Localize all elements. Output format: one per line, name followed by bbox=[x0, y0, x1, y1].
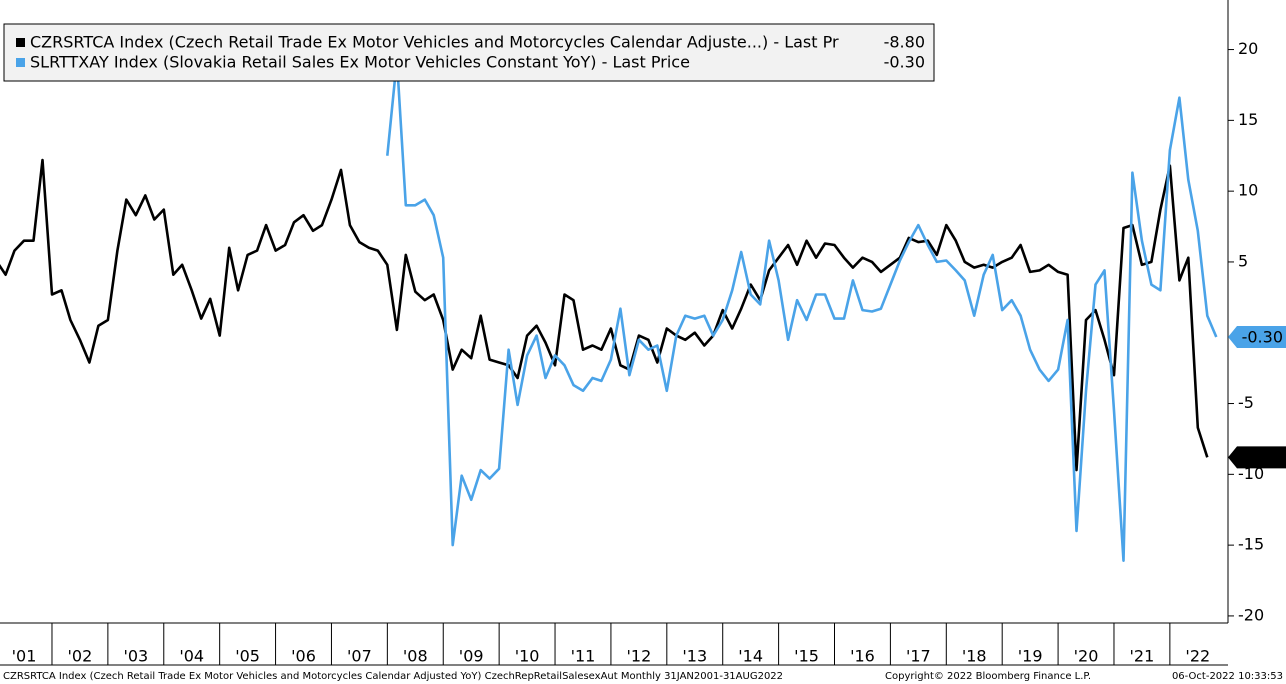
x-tick-label: '09 bbox=[459, 647, 484, 666]
legend-label: CZRSRTCA Index (Czech Retail Trade Ex Mo… bbox=[30, 33, 839, 52]
x-tick-label: '15 bbox=[794, 647, 819, 666]
y-tick-label: -15 bbox=[1238, 535, 1264, 554]
x-tick-label: '02 bbox=[68, 647, 93, 666]
x-tick-label: '14 bbox=[738, 647, 763, 666]
x-tick-label: '01 bbox=[12, 647, 37, 666]
legend-last-value: -8.80 bbox=[884, 33, 925, 52]
y-tick-label: -20 bbox=[1238, 605, 1264, 624]
footer-description: CZRSRTCA Index (Czech Retail Trade Ex Mo… bbox=[3, 671, 783, 682]
x-tick-label: '17 bbox=[906, 647, 931, 666]
last-value-label: -8.80 bbox=[1242, 448, 1283, 467]
y-tick-label: -5 bbox=[1238, 393, 1254, 412]
line-series bbox=[0, 158, 1209, 472]
x-tick-label: '10 bbox=[515, 647, 540, 666]
footer-timestamp: 06-Oct-2022 10:33:53 bbox=[1172, 671, 1283, 682]
last-value-tag bbox=[1228, 325, 1286, 348]
x-tick-label: '19 bbox=[1018, 647, 1043, 666]
x-tick-label: '11 bbox=[571, 647, 596, 666]
legend-swatch bbox=[16, 58, 25, 67]
x-tick-label: '12 bbox=[626, 647, 651, 666]
y-tick-label: 20 bbox=[1238, 39, 1258, 58]
legend-swatch bbox=[16, 38, 25, 47]
legend-label: SLRTTXAY Index (Slovakia Retail Sales Ex… bbox=[30, 53, 690, 72]
x-tick-label: '13 bbox=[682, 647, 707, 666]
x-tick-label: '18 bbox=[962, 647, 987, 666]
x-tick-label: '16 bbox=[850, 647, 875, 666]
x-tick-label: '07 bbox=[347, 647, 372, 666]
line-series bbox=[386, 58, 1218, 562]
x-tick-label: '03 bbox=[123, 647, 148, 666]
y-tick-label: 5 bbox=[1238, 251, 1248, 270]
x-tick-label: '20 bbox=[1074, 647, 1099, 666]
x-tick-label: '21 bbox=[1130, 647, 1155, 666]
x-tick-label: '08 bbox=[403, 647, 428, 666]
legend-last-value: -0.30 bbox=[884, 53, 925, 72]
last-value-tag bbox=[1228, 446, 1286, 469]
plot-area bbox=[0, 58, 1218, 562]
x-tick-label: '05 bbox=[235, 647, 260, 666]
y-tick-label: 15 bbox=[1238, 110, 1258, 129]
y-tick-label: 10 bbox=[1238, 181, 1258, 200]
legend-box bbox=[3, 23, 935, 82]
legend: CZRSRTCA Index (Czech Retail Trade Ex Mo… bbox=[3, 23, 935, 82]
last-value-label: -0.30 bbox=[1242, 327, 1283, 346]
y-tick-label: -10 bbox=[1238, 464, 1264, 483]
x-tick-label: '06 bbox=[291, 647, 316, 666]
x-tick-label: '22 bbox=[1185, 647, 1210, 666]
x-tick-label: '04 bbox=[179, 647, 204, 666]
footer-copyright: Copyright© 2022 Bloomberg Finance L.P. bbox=[885, 671, 1091, 682]
